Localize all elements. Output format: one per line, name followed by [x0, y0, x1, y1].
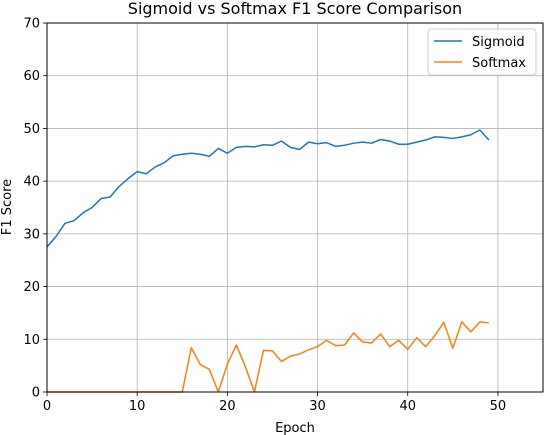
legend-label-sigmoid: Sigmoid [472, 35, 525, 50]
x-axis-label: Epoch [275, 421, 315, 435]
y-tick-label: 20 [23, 280, 40, 295]
y-axis-label: F1 Score [0, 179, 15, 235]
x-tick-label: 20 [219, 399, 236, 414]
y-tick-label: 30 [23, 227, 40, 242]
legend-label-softmax: Softmax [472, 56, 526, 71]
grid [46, 22, 543, 393]
x-tick-label: 40 [399, 399, 416, 414]
series-layer [46, 129, 490, 393]
y-tick-label: 0 [32, 386, 40, 401]
x-tick-label: 0 [43, 399, 51, 414]
y-tick-label: 60 [23, 69, 40, 84]
plot-frame [46, 22, 544, 393]
y-tick-label: 70 [23, 17, 40, 32]
ticks: 0 10 20 30 40 50 0 10 20 30 40 50 60 70 [23, 17, 506, 415]
chart-title: Sigmoid vs Softmax F1 Score Comparison [128, 0, 462, 18]
y-tick-label: 50 [23, 122, 40, 137]
legend: Sigmoid Softmax [427, 28, 537, 76]
x-tick-label: 30 [309, 399, 326, 414]
y-tick-label: 10 [23, 333, 40, 348]
x-tick-label: 50 [490, 399, 507, 414]
x-tick-label: 10 [129, 399, 146, 414]
series-line-sigmoid [46, 129, 490, 248]
series-line-softmax [47, 321, 489, 393]
y-tick-label: 40 [23, 175, 40, 190]
